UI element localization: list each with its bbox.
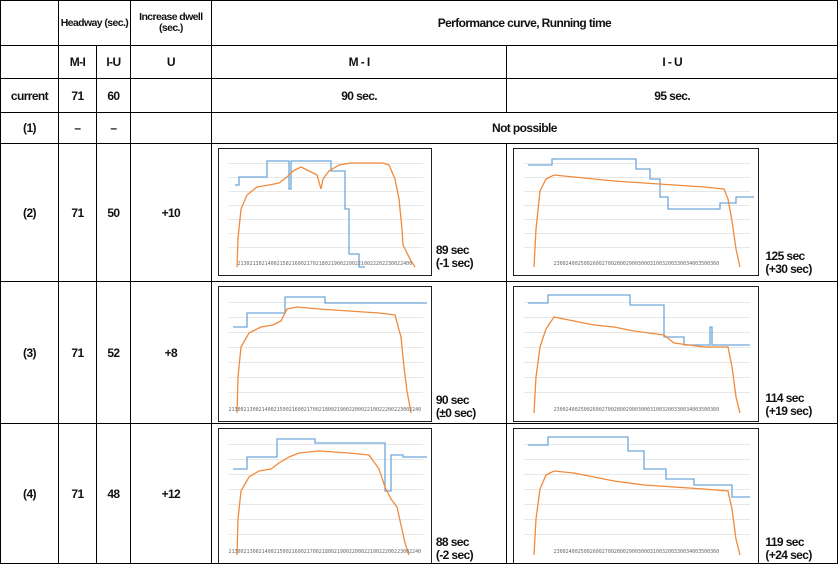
- chart-svg: [524, 294, 751, 414]
- running-time-diff: (+19 sec): [765, 404, 812, 418]
- speed-curve: [236, 162, 416, 268]
- performance-chart-mi: 2130021300214002150021600217002180021900…: [217, 428, 432, 563]
- running-time-diff: (-2 sec): [435, 548, 474, 562]
- blank-cell: [0, 45, 59, 79]
- speed-limit-line: [528, 158, 755, 210]
- running-time-value: 90 sec: [435, 393, 470, 407]
- headway-iu-value: 52: [95, 281, 131, 424]
- scenario-1-row: (1) – – Not possible: [0, 112, 838, 144]
- running-time-diff: (+24 sec): [765, 548, 812, 562]
- performance-chart-iu: 2300240025002600270028002900300031003200…: [513, 148, 760, 276]
- curve-mi-cell: 2130021300214002150021600217002180021900…: [210, 281, 508, 424]
- headway-iu-value: 60: [95, 78, 131, 113]
- row-label: current: [0, 78, 59, 113]
- x-tick-labels: 2300240025002600270028002900300031003200…: [553, 407, 720, 413]
- dwell-value: [129, 112, 212, 144]
- headway-iu-value: 48: [95, 423, 131, 564]
- dwell-value: +12: [129, 423, 212, 564]
- dwell-station-header: U: [129, 45, 212, 79]
- running-time-iu: 95 sec.: [506, 78, 838, 113]
- curve-mi-header: M - I: [210, 45, 508, 79]
- headway-mi-value: 71: [57, 281, 97, 424]
- running-time-mi: 89 sec (-1 sec): [435, 243, 474, 270]
- chart-svg: [524, 158, 755, 268]
- performance-chart-iu: 2300240025002600270028002900300031003200…: [513, 428, 760, 563]
- running-time-mi: 90 sec.: [210, 78, 508, 113]
- running-time-iu: 119 sec (+24 sec): [765, 535, 812, 562]
- chart-svg: [228, 438, 427, 556]
- performance-chart-mi: 2130021300214002150021600217002180021900…: [217, 286, 432, 422]
- performance-header: Performance curve, Running time: [210, 0, 838, 46]
- headway-mi-value: 71: [57, 78, 97, 113]
- running-time-mi: 88 sec (-2 sec): [435, 535, 474, 562]
- current-row: current 71 60 90 sec. 95 sec.: [0, 78, 838, 113]
- dwell-value: +8: [129, 281, 212, 424]
- chart-svg: [228, 160, 423, 268]
- x-tick-labels: 2300240025002600270028002900300031003200…: [553, 261, 720, 267]
- x-tick-labels: 2130021300214002150021600217002180021900…: [228, 407, 422, 413]
- row-label: (4): [0, 423, 59, 564]
- headway-mi-value: 71: [57, 423, 97, 564]
- not-possible-cell: Not possible: [210, 112, 838, 144]
- curve-iu-cell: 2300240025002600270028002900300031003200…: [506, 143, 838, 282]
- increase-dwell-header: Increase dwell (sec.): [129, 0, 212, 46]
- row-label: (3): [0, 281, 59, 424]
- speed-curve: [533, 470, 742, 556]
- performance-chart-mi: 2130213021400215021600217021802190022002…: [217, 148, 432, 276]
- row-label: (2): [0, 143, 59, 282]
- speed-curve: [236, 450, 410, 556]
- running-time-value: 119 sec: [765, 535, 804, 549]
- running-time-value: 125 sec: [765, 249, 805, 263]
- speed-curve: [236, 306, 412, 414]
- speed-limit-line: [528, 294, 751, 346]
- corner-cell: [0, 0, 59, 46]
- running-time-diff: (±0 sec): [435, 406, 476, 420]
- speed-limit-line: [232, 296, 427, 328]
- curve-mi-cell: 2130213021400215021600217021802190022002…: [210, 143, 508, 282]
- scenario-3-row: (3) 71 52 +8 213002130021400215002160021…: [0, 281, 838, 424]
- speed-curve: [533, 174, 742, 268]
- running-time-value: 88 sec: [435, 535, 470, 549]
- performance-chart-iu: 2300240025002600270028002900300031003200…: [513, 286, 760, 422]
- running-time-diff: (-1 sec): [435, 256, 474, 270]
- headway-mi-value: –: [57, 112, 97, 144]
- chart-svg: [524, 436, 751, 556]
- running-time-value: 114 sec: [765, 391, 804, 405]
- scenario-4-row: (4) 71 48 +12 21300213002140021500216002…: [0, 423, 838, 564]
- header-row-2: M-I I-U U M - I I - U: [0, 45, 838, 79]
- headway-iu-header: I-U: [95, 45, 131, 79]
- speed-curve: [533, 316, 742, 414]
- chart-svg: [228, 296, 427, 414]
- running-time-iu: 114 sec (+19 sec): [765, 391, 812, 418]
- x-tick-labels: 2130213021400215021600217021802190022002…: [237, 261, 413, 267]
- running-time-mi: 90 sec (±0 sec): [436, 394, 476, 420]
- speed-limit-line: [232, 438, 427, 492]
- dwell-value: [129, 78, 212, 113]
- running-time-iu: 125 sec (+30 sec): [765, 249, 812, 276]
- running-time-diff: (+30 sec): [765, 262, 812, 276]
- headway-header: Headway (sec.): [57, 0, 131, 46]
- curve-iu-header: I - U: [506, 45, 838, 79]
- row-label: (1): [0, 112, 59, 144]
- headway-iu-value: 50: [95, 143, 131, 282]
- headway-mi-value: 71: [57, 143, 97, 282]
- curve-iu-cell: 2300240025002600270028002900300031003200…: [506, 281, 838, 424]
- scenario-2-row: (2) 71 50 +10 21302130214002150216002170…: [0, 143, 838, 282]
- headway-mi-header: M-I: [57, 45, 97, 79]
- curve-mi-cell: 2130021300214002150021600217002180021900…: [210, 423, 508, 564]
- speed-limit-line: [528, 436, 751, 498]
- headway-iu-value: –: [95, 112, 131, 144]
- x-tick-labels: 2130021300214002150021600217002180021900…: [228, 549, 422, 555]
- running-time-value: 89 sec: [435, 243, 470, 257]
- dwell-value: +10: [129, 143, 212, 282]
- curve-iu-cell: 2300240025002600270028002900300031003200…: [506, 423, 838, 564]
- x-tick-labels: 2300240025002600270028002900300031003200…: [553, 549, 720, 555]
- speed-limit-line: [234, 160, 365, 268]
- header-row-1: Headway (sec.) Increase dwell (sec.) Per…: [0, 0, 838, 46]
